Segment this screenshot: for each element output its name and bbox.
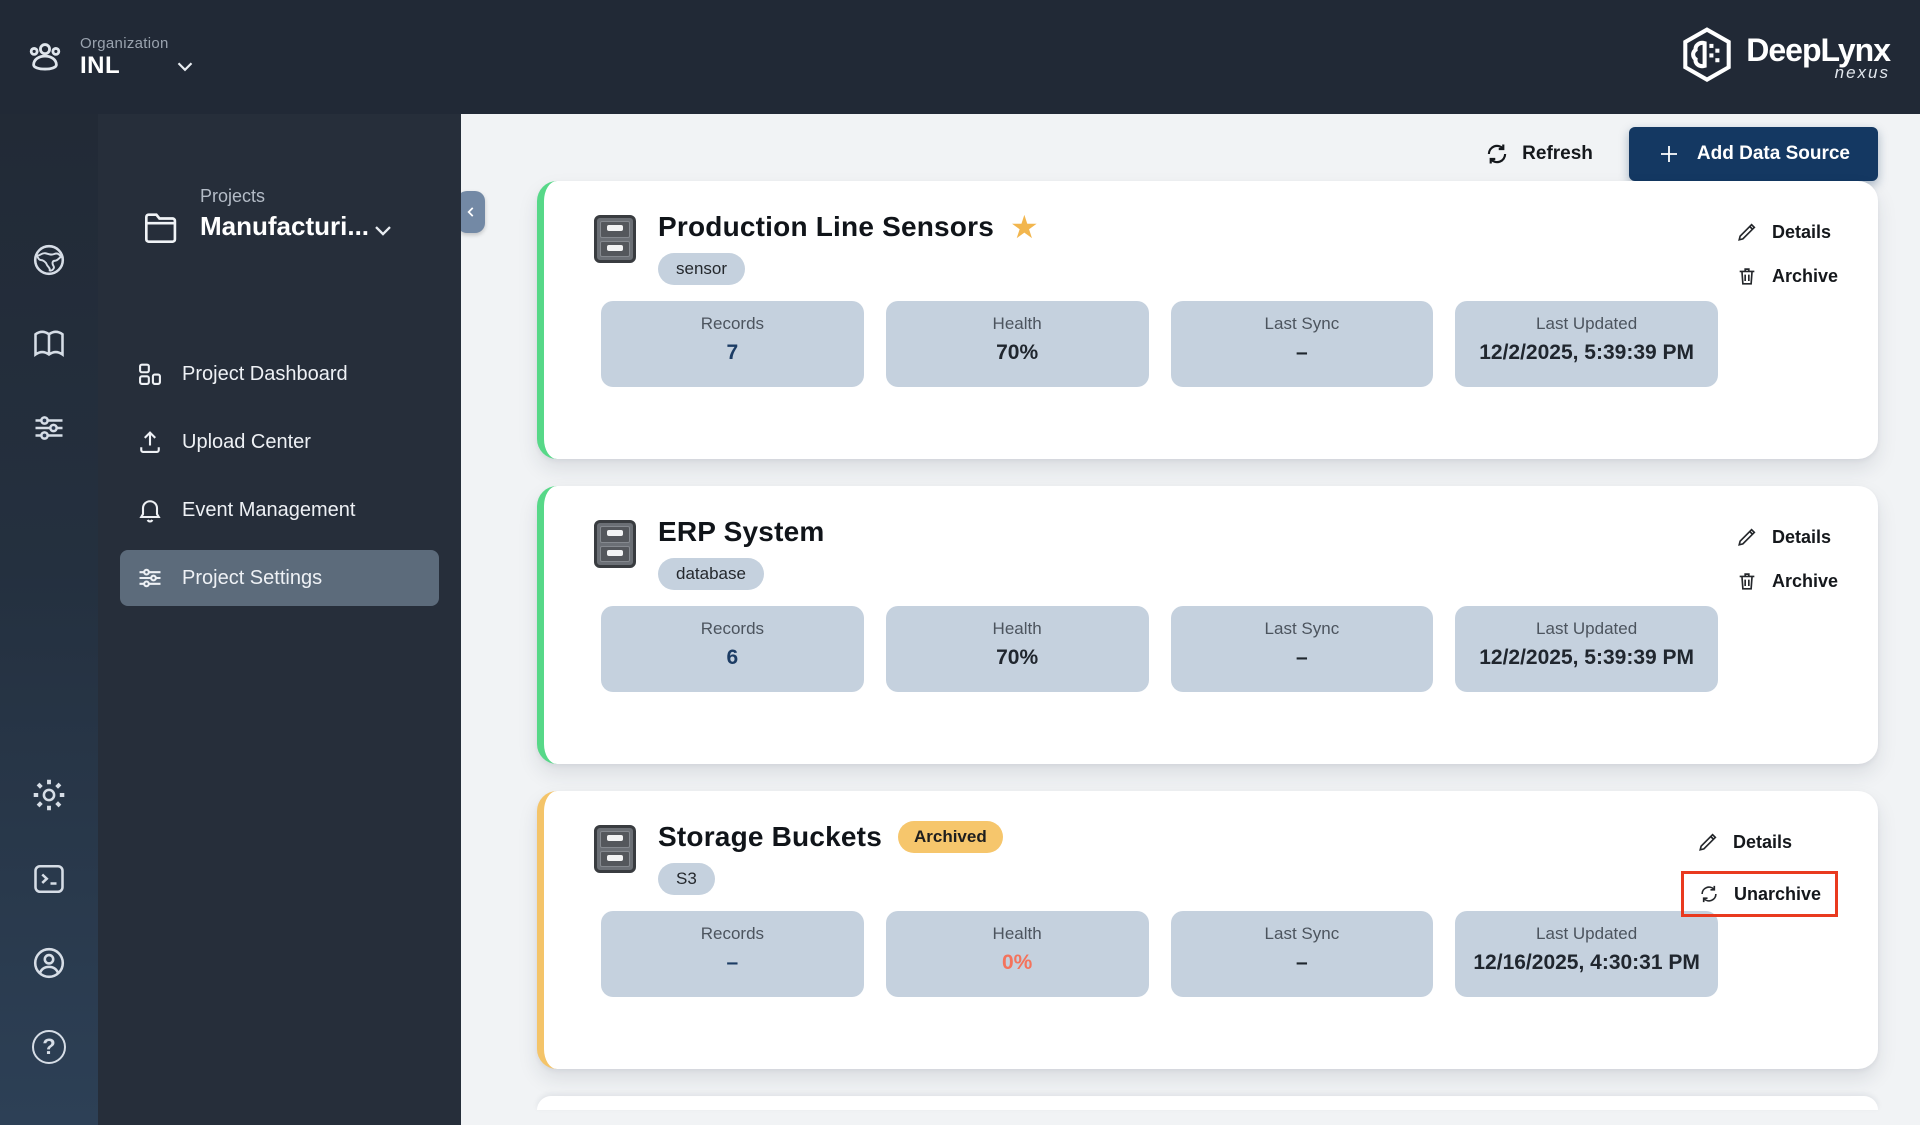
project-name: Manufacturi... bbox=[200, 211, 370, 241]
stat-health: Health 70% bbox=[885, 301, 1149, 387]
stat-records: Records 7 bbox=[601, 301, 864, 387]
refresh-button[interactable]: Refresh bbox=[1484, 141, 1593, 167]
globe-icon[interactable] bbox=[31, 242, 67, 278]
book-icon[interactable] bbox=[31, 326, 67, 362]
next-card-partial bbox=[537, 1096, 1878, 1110]
organization-people-icon bbox=[24, 36, 66, 78]
card-actions: Details Archive bbox=[1736, 526, 1838, 592]
pencil-icon bbox=[1736, 526, 1758, 548]
data-source-card-storage-buckets: Storage Buckets Archived S3 Records – He… bbox=[537, 791, 1878, 1069]
sidebar-item-label: Project Settings bbox=[182, 566, 323, 589]
type-tag: S3 bbox=[658, 863, 715, 895]
stats-row: Records 7 Health 70% Last Sync – Last Up… bbox=[601, 301, 1718, 387]
trash-icon bbox=[1736, 570, 1758, 592]
details-button[interactable]: Details bbox=[1736, 526, 1831, 548]
chevron-left-icon bbox=[464, 205, 478, 219]
chevron-down-icon bbox=[369, 216, 397, 244]
archived-status-badge: Archived bbox=[897, 821, 1003, 853]
annotation-highlight-box: Unarchive bbox=[1680, 871, 1838, 917]
sidebar-nav: Project Dashboard Upload Center bbox=[120, 346, 439, 606]
folder-icon bbox=[142, 210, 180, 244]
sidebar-item-event-management[interactable]: Event Management bbox=[120, 482, 439, 538]
brand-logo: DeepLynx nexus bbox=[1678, 26, 1891, 88]
sidebar-item-label: Project Dashboard bbox=[182, 362, 348, 385]
gear-icon[interactable] bbox=[31, 777, 67, 813]
organization-label: Organization bbox=[80, 34, 169, 52]
stats-row: Records – Health 0% Last Sync – Last Upd… bbox=[601, 911, 1718, 997]
stat-last-updated: Last Updated 12/2/2025, 5:39:39 PM bbox=[1455, 606, 1718, 692]
card-title: ERP System bbox=[658, 516, 825, 547]
deeplynx-hexagon-brain-icon bbox=[1678, 26, 1736, 88]
project-sidebar: Projects Manufacturi... P bbox=[98, 114, 461, 1125]
project-switcher[interactable]: Projects Manufacturi... bbox=[120, 186, 439, 244]
stat-last-sync: Last Sync – bbox=[1170, 911, 1434, 997]
brand-subtitle: nexus bbox=[1834, 62, 1890, 82]
sidebar-item-label: Event Management bbox=[182, 498, 356, 521]
type-tag: database bbox=[658, 558, 764, 590]
data-source-card-production-line-sensors: Production Line Sensors ★ sensor Records… bbox=[537, 181, 1878, 459]
plus-icon bbox=[1657, 142, 1681, 166]
card-title: Production Line Sensors bbox=[658, 211, 994, 242]
chevron-down-icon bbox=[172, 53, 198, 79]
toolbar: Refresh Add Data Source bbox=[461, 114, 1920, 181]
stat-last-sync: Last Sync – bbox=[1170, 606, 1434, 692]
account-icon[interactable] bbox=[31, 945, 67, 981]
archive-button[interactable]: Archive bbox=[1736, 570, 1838, 592]
file-cabinet-icon bbox=[594, 215, 636, 263]
dashboard-icon bbox=[136, 360, 164, 388]
card-actions: Details Archive bbox=[1736, 221, 1838, 287]
unarchive-refresh-icon bbox=[1698, 883, 1720, 905]
organization-switcher[interactable]: Organization INL bbox=[24, 35, 198, 80]
add-data-source-label: Add Data Source bbox=[1696, 143, 1850, 164]
file-cabinet-icon bbox=[594, 520, 636, 568]
file-cabinet-icon bbox=[594, 825, 636, 873]
brand-name: DeepLynx bbox=[1746, 31, 1891, 68]
bell-icon bbox=[136, 496, 164, 524]
sidebar-collapse-button[interactable] bbox=[461, 191, 485, 233]
pencil-icon bbox=[1736, 221, 1758, 243]
terminal-icon[interactable] bbox=[31, 861, 67, 897]
stat-last-updated: Last Updated 12/2/2025, 5:39:39 PM bbox=[1455, 301, 1718, 387]
upload-icon bbox=[136, 428, 164, 456]
main-content: Refresh Add Data Source Production Line … bbox=[461, 114, 1920, 1125]
sliders-icon[interactable] bbox=[31, 410, 67, 446]
refresh-label: Refresh bbox=[1522, 143, 1593, 164]
details-button[interactable]: Details bbox=[1736, 221, 1831, 243]
help-icon[interactable]: ? bbox=[31, 1029, 67, 1065]
type-tag: sensor bbox=[658, 253, 746, 285]
unarchive-button[interactable]: Unarchive bbox=[1698, 883, 1821, 905]
organization-name: INL bbox=[80, 51, 121, 79]
data-source-card-erp-system: ERP System database Records 6 Health 70% bbox=[537, 486, 1878, 764]
archive-button[interactable]: Archive bbox=[1736, 265, 1838, 287]
add-data-source-button[interactable]: Add Data Source bbox=[1628, 127, 1878, 181]
refresh-icon bbox=[1484, 141, 1510, 167]
stat-records: Records 6 bbox=[601, 606, 864, 692]
trash-icon bbox=[1736, 265, 1758, 287]
stat-health: Health 70% bbox=[885, 606, 1149, 692]
sidebar-item-project-settings[interactable]: Project Settings bbox=[120, 550, 439, 606]
stats-row: Records 6 Health 70% Last Sync – Last Up… bbox=[601, 606, 1718, 692]
stat-health: Health 0% bbox=[885, 911, 1149, 997]
details-button[interactable]: Details bbox=[1697, 831, 1792, 853]
card-title: Storage Buckets bbox=[658, 821, 882, 852]
organization-text: Organization INL bbox=[80, 35, 198, 80]
sidebar-item-label: Upload Center bbox=[182, 430, 311, 453]
sidebar-item-project-dashboard[interactable]: Project Dashboard bbox=[120, 346, 439, 402]
pencil-icon bbox=[1697, 831, 1719, 853]
card-actions: Details Unarchive bbox=[1680, 831, 1838, 917]
projects-label: Projects bbox=[200, 186, 266, 206]
stat-last-updated: Last Updated 12/16/2025, 4:30:31 PM bbox=[1455, 911, 1718, 997]
stat-last-sync: Last Sync – bbox=[1170, 301, 1434, 387]
top-bar: Organization INL bbox=[0, 0, 1920, 114]
star-icon[interactable]: ★ bbox=[1009, 209, 1039, 245]
sidebar-item-upload-center[interactable]: Upload Center bbox=[120, 414, 439, 470]
icon-rail: ? bbox=[0, 114, 98, 1125]
settings-sliders-icon bbox=[136, 564, 164, 592]
stat-records: Records – bbox=[601, 911, 864, 997]
